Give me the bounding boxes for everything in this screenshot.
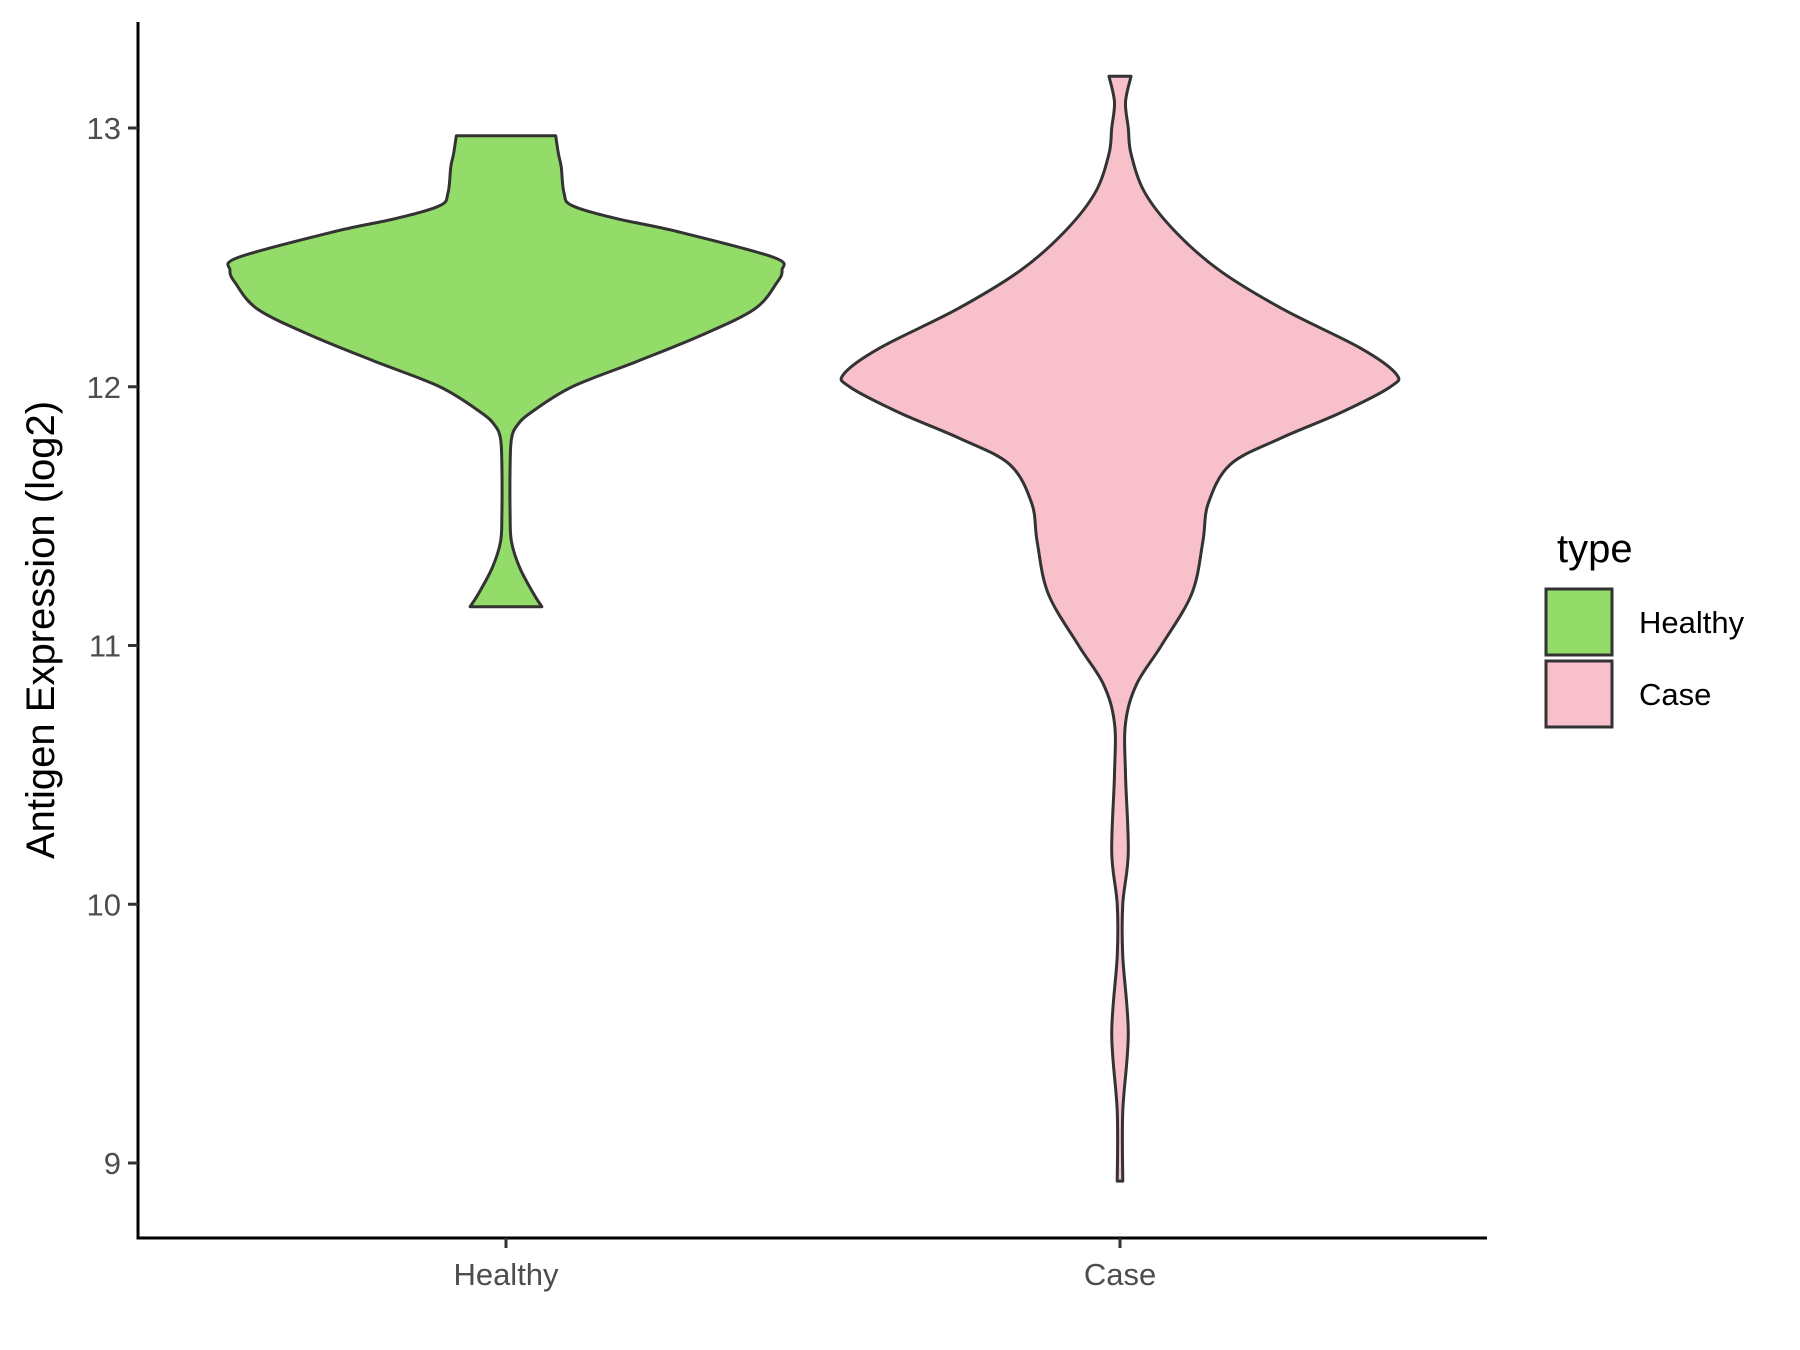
legend: type Healthy Case bbox=[1544, 527, 1745, 729]
violin-healthy bbox=[226, 134, 786, 609]
violin-case bbox=[839, 74, 1401, 1183]
x-axis-ticks: Healthy Case bbox=[453, 1238, 1156, 1292]
legend-key-case bbox=[1544, 659, 1614, 729]
legend-key-healthy bbox=[1544, 587, 1614, 657]
y-tick-label: 13 bbox=[87, 111, 121, 146]
y-tick-label: 12 bbox=[87, 370, 121, 405]
legend-items: Healthy Case bbox=[1544, 587, 1745, 729]
y-axis-title: Antigen Expression (log2) bbox=[19, 401, 63, 859]
violins bbox=[226, 74, 1401, 1183]
legend-title: type bbox=[1557, 527, 1633, 571]
plot-panel: 9 10 11 12 13 Healthy Case bbox=[87, 22, 1487, 1292]
y-tick-label: 9 bbox=[104, 1146, 121, 1181]
y-axis-ticks: 9 10 11 12 13 bbox=[87, 111, 138, 1181]
y-tick-label: 10 bbox=[87, 887, 121, 922]
x-tick-label: Case bbox=[1084, 1257, 1156, 1292]
legend-label: Case bbox=[1639, 677, 1711, 712]
x-tick-label: Healthy bbox=[453, 1257, 559, 1292]
legend-label: Healthy bbox=[1639, 605, 1745, 640]
y-tick-label: 11 bbox=[89, 629, 121, 664]
